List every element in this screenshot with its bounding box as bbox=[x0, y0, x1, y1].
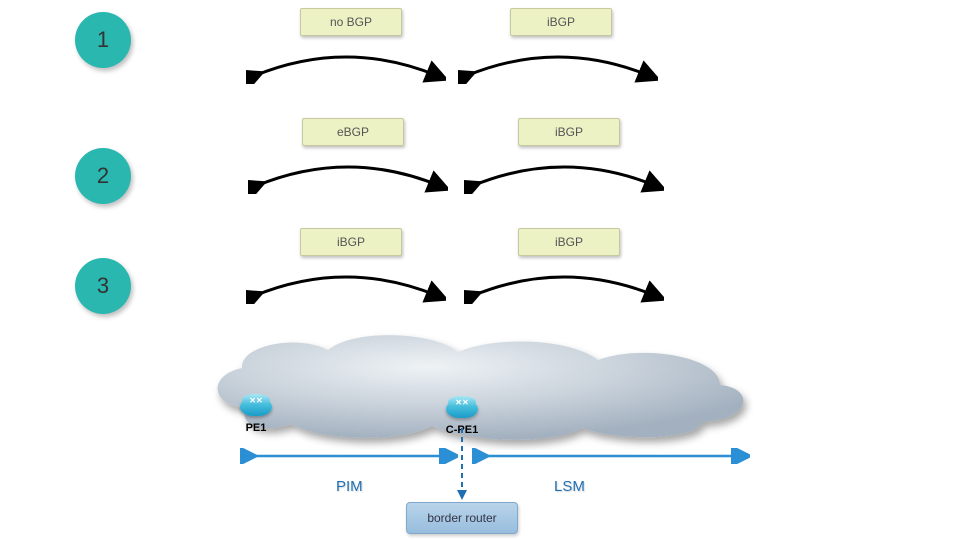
step-label: 3 bbox=[97, 273, 109, 299]
bgp-label: eBGP bbox=[337, 125, 369, 139]
curve-arrow-row2-right bbox=[464, 154, 664, 194]
bgp-box-row3-right: iBGP bbox=[518, 228, 620, 256]
proto-arrow-pim bbox=[240, 448, 458, 464]
bgp-box-row2-left: eBGP bbox=[302, 118, 404, 146]
bgp-box-row1-left: no BGP bbox=[300, 8, 402, 36]
border-router-box: border router bbox=[406, 502, 518, 534]
router-pe1-label: PE1 bbox=[226, 422, 286, 434]
proto-arrow-lsm bbox=[472, 448, 750, 464]
bgp-label: iBGP bbox=[337, 235, 365, 249]
border-router-label: border router bbox=[427, 511, 496, 525]
bgp-box-row3-left: iBGP bbox=[300, 228, 402, 256]
step-circle-2: 2 bbox=[75, 148, 131, 204]
router-cpe1: ✕✕ bbox=[446, 400, 478, 424]
bgp-label: iBGP bbox=[555, 125, 583, 139]
step-circle-3: 3 bbox=[75, 258, 131, 314]
bgp-box-row2-right: iBGP bbox=[518, 118, 620, 146]
proto-label-pim: PIM bbox=[336, 478, 363, 495]
curve-arrow-row1-left bbox=[246, 44, 446, 84]
border-router-pointer bbox=[454, 426, 470, 502]
step-label: 2 bbox=[97, 163, 109, 189]
curve-arrow-row2-left bbox=[248, 154, 448, 194]
bgp-label: no BGP bbox=[330, 15, 372, 29]
proto-label-lsm: LSM bbox=[554, 478, 585, 495]
step-circle-1: 1 bbox=[75, 12, 131, 68]
curve-arrow-row3-right bbox=[464, 264, 664, 304]
step-label: 1 bbox=[97, 27, 109, 53]
bgp-label: iBGP bbox=[555, 235, 583, 249]
curve-arrow-row1-right bbox=[458, 44, 658, 84]
curve-arrow-row3-left bbox=[246, 264, 446, 304]
router-pe1: ✕✕ bbox=[240, 398, 272, 422]
bgp-box-row1-right: iBGP bbox=[510, 8, 612, 36]
bgp-label: iBGP bbox=[547, 15, 575, 29]
